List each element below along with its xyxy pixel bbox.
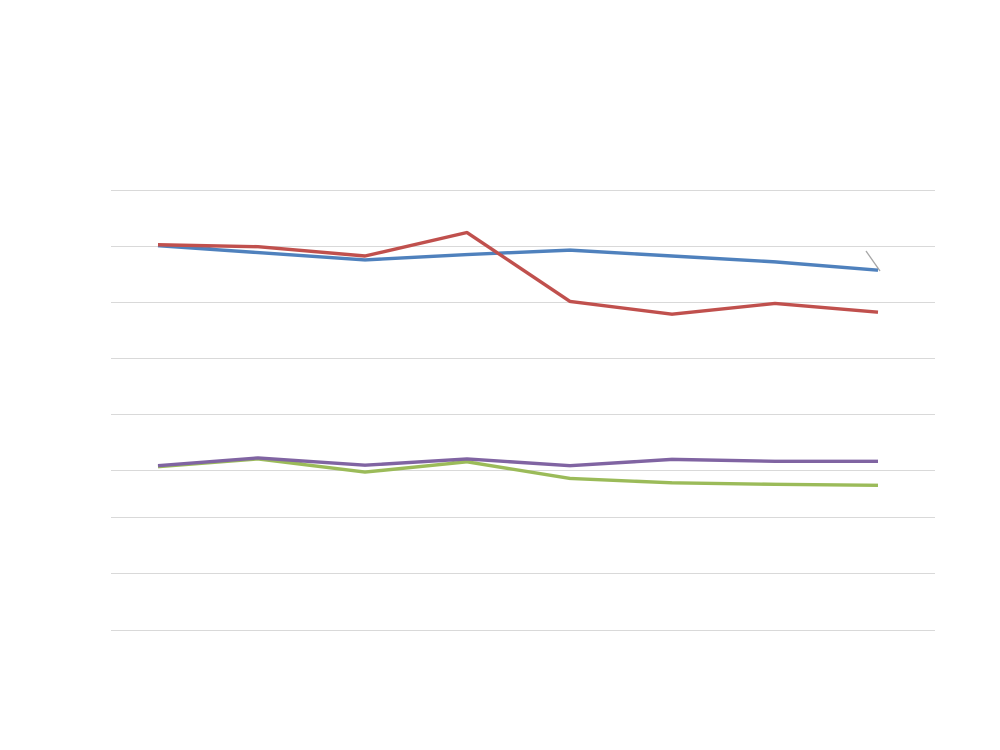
- series-lines: [157, 230, 879, 487]
- leader-line: [865, 250, 881, 272]
- series-line-2[interactable]: [157, 230, 879, 316]
- series-line-3[interactable]: [157, 457, 879, 487]
- series-line-4[interactable]: [157, 456, 878, 468]
- annotations: [865, 250, 881, 272]
- series-line-1[interactable]: [157, 244, 879, 272]
